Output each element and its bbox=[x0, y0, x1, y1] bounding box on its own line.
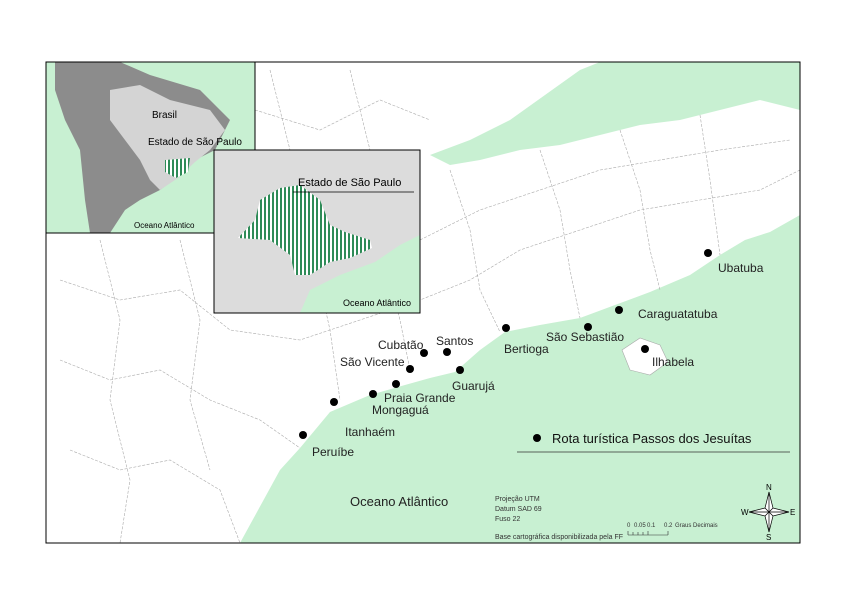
city-label: Ubatuba bbox=[718, 261, 764, 275]
compass: N S E W bbox=[741, 483, 795, 542]
city-label: Santos bbox=[436, 334, 473, 348]
city-label: Praia Grande bbox=[384, 391, 456, 405]
city-label: Peruíbe bbox=[312, 445, 354, 459]
inset-label: Oceano Atlântico bbox=[134, 221, 195, 230]
inset-brazil: Brasil Estado de São Paulo Oceano Atlânt… bbox=[45, 61, 256, 234]
legend-dot bbox=[533, 434, 541, 442]
inset-state: Estado de São Paulo Oceano Atlântico bbox=[213, 149, 421, 314]
info-line: Datum SAD 69 bbox=[495, 506, 542, 513]
city-label: Itanhaém bbox=[345, 425, 395, 439]
city-dot bbox=[406, 365, 414, 373]
city-dot bbox=[456, 366, 464, 374]
info-line: Fuso 22 bbox=[495, 516, 520, 523]
info-line: Projeção UTM bbox=[495, 496, 540, 503]
city-label: Mongaguá bbox=[372, 403, 429, 417]
map-info: Projeção UTM Datum SAD 69 Fuso 22 Base c… bbox=[495, 496, 623, 541]
scale-tick-label: 0 bbox=[627, 523, 631, 529]
inset-label: Brasil bbox=[152, 110, 177, 121]
ocean-north bbox=[430, 62, 800, 165]
city-dot bbox=[615, 306, 623, 314]
city-label: Caraguatatuba bbox=[638, 307, 718, 321]
scale-bar: 0 0.05 0.1 0.2 Graus Decimais bbox=[627, 523, 718, 536]
city-label: São Vicente bbox=[340, 355, 405, 369]
legend-label: Rota turística Passos dos Jesuítas bbox=[552, 431, 752, 446]
map-frame bbox=[45, 61, 801, 544]
scale-unit: Graus Decimais bbox=[675, 523, 718, 529]
compass-s: S bbox=[766, 533, 771, 542]
city-label: Bertioga bbox=[504, 342, 549, 356]
city-dot bbox=[392, 380, 400, 388]
city-dot bbox=[704, 249, 712, 257]
ocean bbox=[240, 215, 800, 543]
island bbox=[621, 337, 669, 376]
city-dot bbox=[502, 324, 510, 332]
city-dot bbox=[369, 390, 377, 398]
source: Base cartográfica disponibilizada pela F… bbox=[495, 534, 623, 541]
inset-label: Estado de São Paulo bbox=[148, 137, 242, 148]
city-dot bbox=[299, 431, 307, 439]
city-label: São Sebastião bbox=[546, 330, 624, 344]
city-dot bbox=[641, 345, 649, 353]
ocean-label: Oceano Atlântico bbox=[350, 494, 448, 509]
scale-tick-label: 0.1 bbox=[647, 523, 656, 529]
inset-ocean: Oceano Atlântico bbox=[343, 298, 411, 308]
city-label: Ilhabela bbox=[652, 355, 694, 369]
inset-title: Estado de São Paulo bbox=[298, 177, 401, 189]
city-label: Cubatão bbox=[378, 338, 424, 352]
compass-w: W bbox=[741, 508, 749, 517]
city-label: Guarujá bbox=[452, 379, 495, 393]
scale-tick-label: 0.05 bbox=[634, 523, 646, 529]
city-dot bbox=[330, 398, 338, 406]
city-dot bbox=[584, 323, 592, 331]
cities: Ubatuba Caraguatatuba Ilhabela São Sebas… bbox=[299, 249, 764, 459]
compass-e: E bbox=[790, 508, 795, 517]
city-dot bbox=[443, 348, 451, 356]
compass-n: N bbox=[766, 483, 772, 492]
city-dot bbox=[420, 349, 428, 357]
scale-tick-label: 0.2 bbox=[664, 523, 673, 529]
